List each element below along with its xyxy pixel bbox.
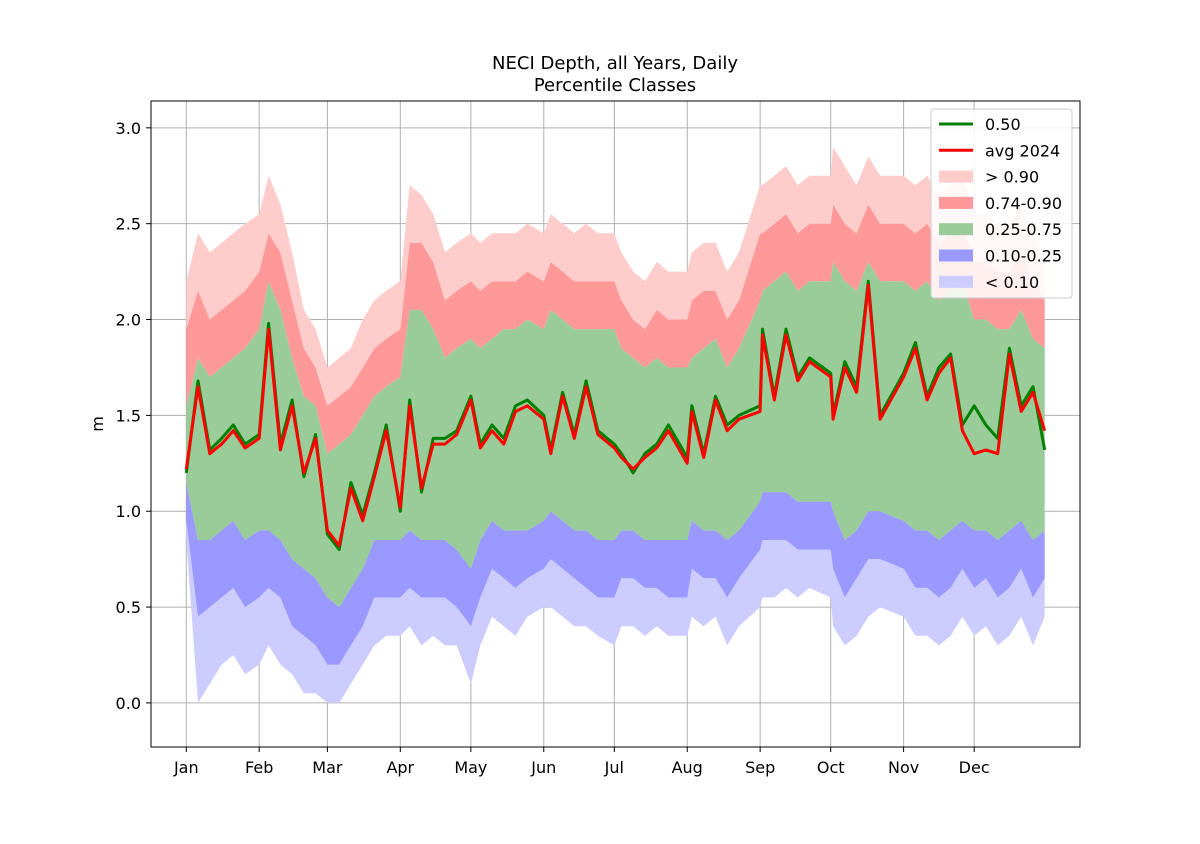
x-axis-ticks: Jan Feb Mar Apr May Jun Jul Aug Sep Oct Nov Dec xyxy=(173,747,990,777)
band-0-74-0-90 xyxy=(186,204,1045,454)
x-tick-label: Feb xyxy=(245,758,273,777)
legend-swatch xyxy=(939,223,973,236)
y-tick-label: 1.5 xyxy=(116,406,141,425)
legend-swatch xyxy=(939,170,973,183)
x-tick-label: Apr xyxy=(386,758,414,777)
legend-swatch xyxy=(939,275,973,288)
y-axis-ticks: 0.0 0.5 1.0 1.5 2.0 2.5 3.0 xyxy=(116,119,151,713)
plot-frame xyxy=(150,100,1081,748)
legend-label: 0.10-0.25 xyxy=(985,247,1062,266)
y-tick-label: 2.0 xyxy=(116,311,141,330)
legend-label: > 0.90 xyxy=(985,168,1039,187)
x-tick-label: Dec xyxy=(959,758,990,777)
y-tick-label: 0.5 xyxy=(116,598,141,617)
x-tick-label: Mar xyxy=(312,758,343,777)
legend-label: 0.50 xyxy=(985,115,1021,134)
legend: 0.50 avg 2024 > 0.90 0.74-0.90 0.25-0.75 0.10… xyxy=(930,108,1073,299)
y-tick-label: 0.0 xyxy=(116,694,141,713)
x-tick-label: Aug xyxy=(672,758,703,777)
x-tick-label: Jan xyxy=(173,758,199,777)
y-tick-label: 3.0 xyxy=(116,119,141,138)
chart-title: NECI Depth, all Years, Daily xyxy=(492,53,738,74)
y-tick-label: 1.0 xyxy=(116,502,141,521)
legend-label: avg 2024 xyxy=(985,141,1060,160)
x-tick-label: Jul xyxy=(604,758,624,777)
x-tick-label: Oct xyxy=(817,758,845,777)
legend-swatch xyxy=(939,196,973,209)
percentile-bands xyxy=(186,147,1045,703)
legend-swatch xyxy=(939,249,973,262)
band--0-10 xyxy=(186,520,1045,703)
band-0-25-0-75 xyxy=(186,262,1045,608)
legend-label: 0.25-0.75 xyxy=(985,220,1062,239)
x-tick-label: Jun xyxy=(530,758,556,777)
y-tick-label: 2.5 xyxy=(116,215,141,234)
y-axis-label: m xyxy=(88,416,107,432)
line-avg-2024 xyxy=(184,283,1047,548)
x-tick-label: May xyxy=(454,758,487,777)
band-0-10-0-25 xyxy=(186,482,1045,665)
x-tick-label: Sep xyxy=(745,758,775,777)
band--0-90 xyxy=(186,147,1045,406)
chart-subtitle: Percentile Classes xyxy=(534,75,696,96)
x-tick-label: Nov xyxy=(888,758,919,777)
legend-label: 0.74-0.90 xyxy=(985,194,1062,213)
legend-label: < 0.10 xyxy=(985,273,1039,292)
series-lines xyxy=(184,279,1047,552)
